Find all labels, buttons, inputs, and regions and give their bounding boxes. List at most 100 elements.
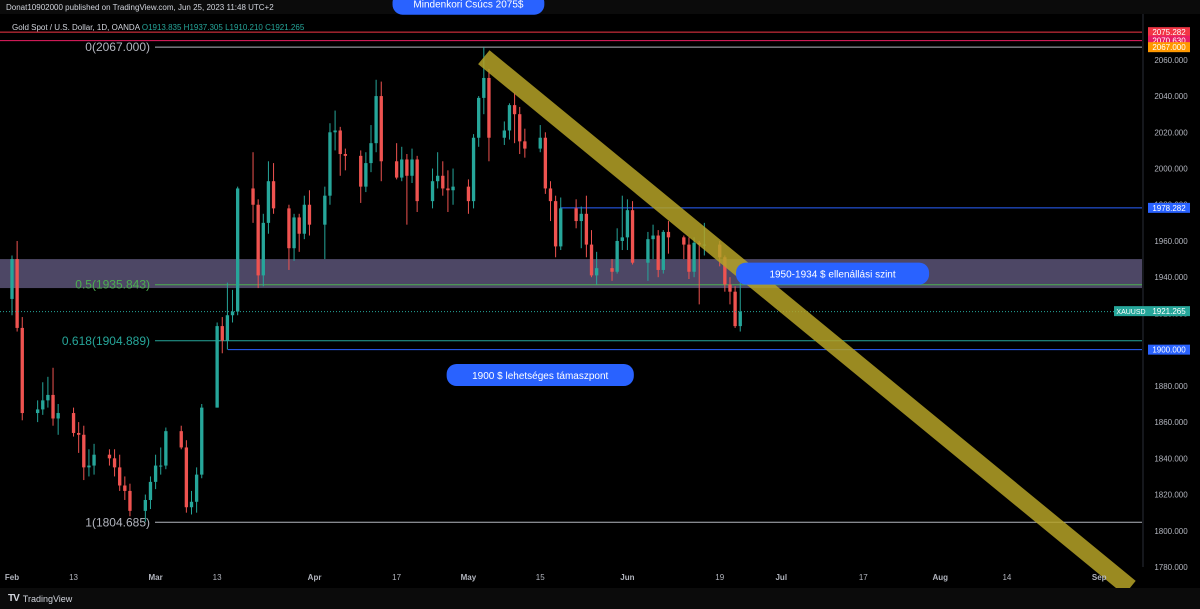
candle — [323, 186, 327, 260]
fib-level-label: 1(1804.685) — [85, 515, 150, 529]
candle-body — [446, 188, 450, 191]
candle-body — [589, 244, 594, 276]
candle — [538, 125, 542, 153]
candle — [661, 230, 665, 274]
candle-body — [107, 454, 112, 459]
candle — [630, 201, 635, 265]
x-tick-label: Feb — [5, 573, 19, 582]
candle-body — [333, 130, 337, 133]
candle-body — [610, 268, 614, 272]
candle-body — [10, 259, 14, 299]
candle — [451, 168, 455, 205]
resistance-zone — [0, 259, 1142, 289]
price-label-text: 2067.000 — [1152, 43, 1186, 52]
candle — [200, 403, 204, 479]
candle-body — [307, 204, 312, 225]
candle — [235, 186, 240, 316]
candle-body — [487, 77, 491, 138]
candle — [374, 79, 378, 153]
candle — [651, 224, 655, 260]
candle-body — [728, 284, 732, 292]
candle — [400, 146, 404, 182]
candle-body — [118, 467, 122, 486]
candle — [502, 121, 506, 145]
candle — [738, 282, 742, 332]
candle-body — [112, 458, 117, 468]
candle — [128, 483, 132, 517]
candle-body — [220, 326, 224, 341]
candle-body — [451, 186, 455, 191]
callout-box — [736, 262, 930, 285]
callout-box — [392, 0, 545, 15]
candle — [251, 152, 255, 223]
candle-body — [594, 268, 599, 276]
candle-body — [646, 239, 650, 263]
candle-body — [682, 237, 686, 245]
y-tick-label: 1820.000 — [1154, 491, 1188, 500]
candle-body — [148, 481, 153, 500]
candle — [687, 237, 691, 280]
candle — [184, 440, 189, 513]
candle — [82, 425, 86, 481]
candle-body — [41, 400, 45, 410]
publish-header: Donat10902000 published on TradingView.c… — [0, 0, 1200, 14]
price-label-bg — [1148, 202, 1190, 213]
candle — [415, 155, 419, 212]
candle — [343, 148, 348, 171]
x-tick-label: Aug — [932, 573, 948, 582]
y-tick-label: 1800.000 — [1154, 527, 1188, 536]
candle — [584, 195, 589, 258]
candle-body — [338, 130, 342, 155]
y-tick-label: 1840.000 — [1154, 454, 1188, 463]
candle-body — [364, 163, 368, 187]
candle-body — [87, 465, 91, 468]
candle — [574, 199, 578, 229]
candle-body — [482, 77, 486, 98]
candle-body — [230, 311, 235, 316]
candle-body — [518, 114, 522, 142]
price-label-bg — [1148, 42, 1190, 53]
candle — [56, 403, 60, 435]
candle — [359, 150, 363, 203]
candle-body — [343, 154, 348, 156]
price-label-text: 2070.630 — [1152, 37, 1186, 46]
price-chart[interactable]: 0(2067.000) 0.5(1935.843) 0.618(1904.889) 1… — [0, 0, 1200, 588]
tradingview-brand: TradingView — [22, 593, 73, 604]
candle-body — [251, 188, 255, 205]
candle — [189, 490, 194, 515]
candle-body — [579, 213, 583, 222]
candle — [256, 199, 260, 289]
candle — [287, 204, 291, 270]
footer-bar — [0, 588, 1200, 609]
candle-body — [405, 159, 409, 176]
candle-body — [235, 188, 240, 312]
candle-body — [507, 105, 512, 131]
candle-body — [584, 213, 589, 245]
x-tick-label: Sep — [1092, 573, 1107, 582]
candle — [666, 221, 671, 254]
candle — [441, 161, 445, 196]
price-label-text: 2075.282 — [1152, 28, 1186, 37]
candle-body — [548, 188, 553, 202]
candle-body — [46, 394, 50, 401]
candle — [123, 476, 127, 500]
candle — [369, 125, 373, 173]
candle-body — [512, 105, 517, 115]
candle — [405, 154, 409, 225]
candle — [333, 110, 337, 151]
candle-body — [615, 240, 619, 272]
candle — [143, 494, 148, 522]
candle-body — [200, 407, 204, 475]
price-label: 1900.000 — [1148, 344, 1190, 355]
candle — [338, 126, 342, 176]
candle-body — [661, 231, 665, 270]
candle — [302, 195, 306, 240]
tradingview-logo[interactable]: TV TradingView — [8, 593, 72, 604]
candle — [112, 449, 117, 477]
fib-level-label: 0.618(1904.889) — [62, 334, 150, 348]
candle — [559, 197, 563, 251]
candle-body — [666, 231, 671, 238]
symbol-label-bg — [1114, 306, 1148, 317]
candle-body — [256, 204, 260, 276]
candle-body — [435, 175, 440, 182]
